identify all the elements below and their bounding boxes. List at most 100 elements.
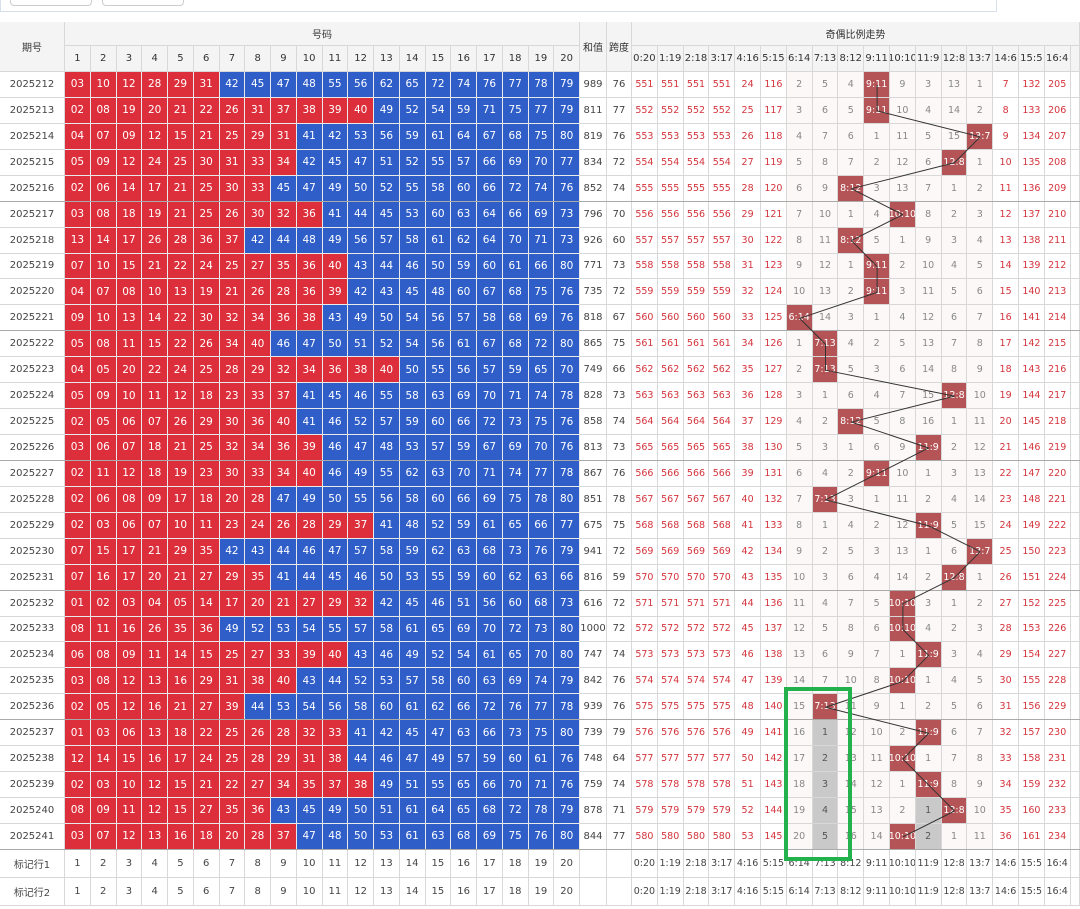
- number-ball: 57: [374, 409, 400, 435]
- miss-count: 10: [864, 720, 890, 747]
- number-ball: 45: [271, 175, 297, 202]
- miss-count: 7: [890, 383, 916, 410]
- miss-count: 576: [683, 720, 710, 747]
- number-ball: 47: [296, 175, 323, 202]
- marker-ratio: 16:4: [1044, 849, 1071, 878]
- ratio-hit: 10:10: [890, 616, 916, 643]
- number-ball: 42: [219, 72, 246, 98]
- miss-count: 3: [941, 642, 968, 669]
- number-ball: 67: [477, 279, 503, 306]
- number-column-header: 18: [502, 46, 529, 72]
- miss-count: 7: [864, 642, 890, 669]
- number-ball: 72: [502, 798, 529, 824]
- filler: [1070, 175, 1080, 202]
- number-ball: 18: [193, 823, 220, 850]
- marker-number: 2: [90, 849, 117, 878]
- number-ball: 02: [65, 460, 91, 487]
- miss-count: 2: [812, 746, 839, 773]
- header-span: 跨度: [607, 22, 632, 72]
- number-ball: 20: [116, 357, 143, 384]
- period: 2025231: [0, 564, 65, 591]
- miss-count: 1: [941, 409, 968, 435]
- miss-count: 9: [786, 538, 813, 565]
- number-ball: 44: [271, 227, 297, 254]
- miss-count: 5: [864, 227, 890, 254]
- miss-count: 1: [890, 772, 916, 799]
- miss-count: 149: [1019, 512, 1045, 539]
- miss-count: 560: [632, 305, 658, 332]
- miss-count: 34: [993, 772, 1019, 799]
- miss-count: 3: [812, 564, 839, 591]
- filler: [580, 849, 607, 878]
- miss-count: 557: [683, 227, 710, 254]
- miss-count: 120: [761, 175, 787, 202]
- miss-count: 2: [890, 253, 916, 280]
- number-ball: 27: [193, 564, 220, 591]
- filler: [1070, 227, 1080, 254]
- miss-count: 8: [967, 746, 994, 773]
- ratio-column-header: 12:8: [941, 46, 968, 72]
- miss-count: 573: [632, 642, 658, 669]
- filler: [607, 849, 632, 878]
- number-ball: 14: [90, 227, 117, 254]
- number-ball: 77: [528, 97, 555, 124]
- miss-count: 10: [993, 149, 1019, 176]
- miss-count: 17: [993, 331, 1019, 358]
- number-ball: 80: [554, 823, 580, 850]
- button-stub[interactable]: [10, 0, 92, 6]
- number-ball: 16: [90, 564, 117, 591]
- number-ball: 01: [65, 590, 91, 617]
- number-ball: 43: [296, 668, 323, 695]
- number-column-header: 6: [193, 46, 220, 72]
- miss-count: 16: [993, 305, 1019, 332]
- number-ball: 12: [116, 694, 143, 721]
- miss-count: 11: [812, 227, 839, 254]
- number-ball: 62: [374, 72, 400, 98]
- miss-count: 14: [812, 305, 839, 332]
- button-stub[interactable]: [102, 0, 184, 6]
- number-ball: 50: [348, 175, 374, 202]
- number-ball: 49: [322, 175, 349, 202]
- number-ball: 34: [271, 772, 297, 799]
- sum: 989: [580, 72, 607, 98]
- ratio-hit: 7:13: [812, 357, 839, 384]
- marker-number: 14: [399, 877, 426, 906]
- marker-ratio: 4:16: [735, 849, 761, 878]
- period: 2025237: [0, 720, 65, 747]
- number-ball: 08: [90, 331, 117, 358]
- miss-count: 559: [683, 279, 710, 306]
- miss-count: 31: [735, 253, 761, 280]
- number-ball: 28: [219, 357, 246, 384]
- number-ball: 50: [348, 823, 374, 850]
- number-ball: 11: [142, 383, 168, 410]
- miss-count: 143: [1019, 357, 1045, 384]
- number-ball: 69: [451, 616, 477, 643]
- number-column-header: 8: [245, 46, 271, 72]
- number-ball: 46: [348, 564, 374, 591]
- marker-ratio: 9:11: [864, 849, 890, 878]
- miss-count: 13: [812, 279, 839, 306]
- number-ball: 28: [168, 227, 194, 254]
- number-ball: 21: [193, 772, 220, 799]
- marker-number: 3: [116, 849, 143, 878]
- sum: 834: [580, 149, 607, 176]
- number-ball: 44: [245, 694, 271, 721]
- miss-count: 552: [632, 97, 658, 124]
- number-ball: 38: [348, 772, 374, 799]
- number-ball: 48: [399, 512, 426, 539]
- miss-count: 205: [1044, 72, 1071, 98]
- number-ball: 80: [554, 331, 580, 358]
- number-ball: 05: [65, 383, 91, 410]
- number-ball: 59: [451, 564, 477, 591]
- number-ball: 10: [168, 512, 194, 539]
- marker-number: 12: [348, 877, 374, 906]
- miss-count: 7: [993, 72, 1019, 98]
- miss-count: 11: [890, 123, 916, 150]
- number-ball: 76: [554, 772, 580, 799]
- number-ball: 29: [245, 123, 271, 150]
- miss-count: 158: [1019, 746, 1045, 773]
- miss-count: 234: [1044, 823, 1071, 850]
- miss-count: 563: [683, 383, 710, 410]
- number-column-header: 11: [322, 46, 349, 72]
- miss-count: 3: [786, 97, 813, 124]
